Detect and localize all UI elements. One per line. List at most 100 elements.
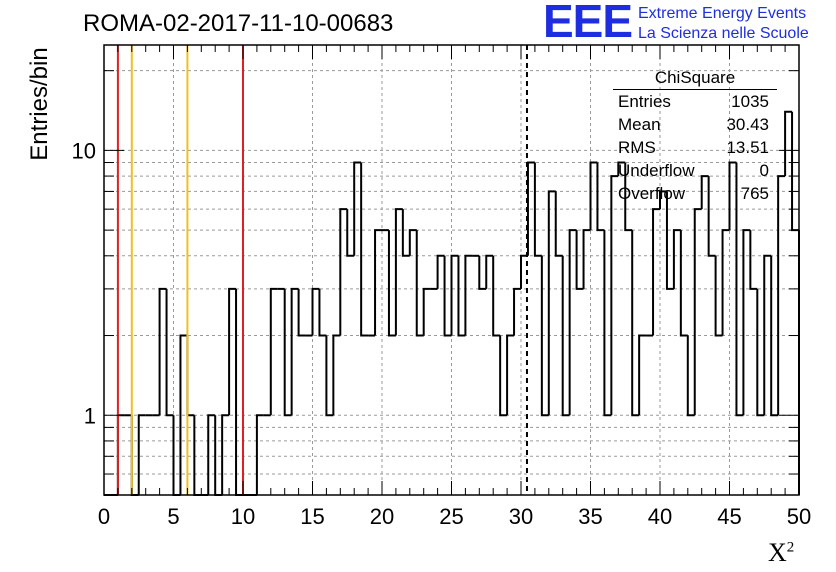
histogram-bin bbox=[652, 208, 660, 336]
stats-title: ChiSquare bbox=[613, 67, 777, 90]
grid-lines bbox=[104, 45, 799, 495]
histogram-bin bbox=[137, 414, 146, 495]
stats-value: 765 bbox=[740, 184, 769, 203]
stats-row-rms: RMS 13.51 bbox=[613, 136, 777, 159]
histogram-bin bbox=[777, 175, 786, 416]
histogram-bin bbox=[617, 161, 626, 177]
histogram-bin bbox=[693, 208, 702, 416]
histogram-bin bbox=[422, 287, 431, 336]
histogram-bin bbox=[443, 255, 452, 337]
stats-box: ChiSquare Entries 1035 Mean 30.43 RMS 13… bbox=[613, 67, 777, 205]
x-axis-label-base: X bbox=[768, 538, 787, 567]
histogram-bin bbox=[659, 190, 667, 210]
histogram-bin bbox=[624, 162, 633, 232]
x-axis-label-superscript: 2 bbox=[786, 539, 795, 556]
histogram-bin bbox=[235, 288, 243, 496]
x-tick-label: 25 bbox=[439, 504, 463, 529]
histogram-bin bbox=[784, 110, 793, 177]
x-tick-label: 40 bbox=[648, 504, 672, 529]
stats-row-entries: Entries 1035 bbox=[613, 90, 777, 113]
x-tick-label: 0 bbox=[98, 504, 110, 529]
x-tick-label: 20 bbox=[370, 504, 394, 529]
histogram-bin bbox=[596, 162, 605, 232]
x-tick-label: 45 bbox=[717, 504, 741, 529]
histogram-bin bbox=[290, 287, 299, 416]
histogram-bin bbox=[485, 254, 494, 289]
histogram-bin bbox=[408, 229, 417, 256]
stats-value: 1035 bbox=[731, 92, 769, 111]
histogram-bin bbox=[582, 229, 591, 289]
histogram-bin bbox=[387, 230, 396, 337]
histogram-bin bbox=[269, 287, 278, 416]
logo-mark: EEE bbox=[543, 0, 633, 47]
histogram-bin bbox=[533, 162, 542, 257]
histogram-bin bbox=[735, 162, 744, 417]
histogram-bin bbox=[158, 287, 167, 416]
tick-labels: 0 5 10 15 20 25 30 35 40 45 50 1 10 bbox=[72, 138, 812, 529]
histogram-bin bbox=[700, 175, 709, 210]
histogram-bin bbox=[297, 288, 306, 337]
histogram-bin bbox=[728, 161, 737, 231]
histogram-bin bbox=[457, 255, 466, 337]
histogram-bin bbox=[547, 190, 556, 416]
logo-line-2: La Scienza nelle Scuole bbox=[638, 25, 809, 42]
histogram-bin bbox=[638, 334, 647, 416]
stats-key: Entries bbox=[618, 92, 671, 111]
histogram-bin bbox=[360, 162, 369, 337]
stats-value: 30.43 bbox=[726, 115, 769, 134]
histogram-bin bbox=[283, 288, 292, 417]
histogram-bin bbox=[179, 334, 188, 495]
y-axis-label: Entries/bin bbox=[26, 47, 53, 161]
histogram-bin bbox=[554, 191, 563, 257]
stats-row-underflow: Underflow 0 bbox=[613, 159, 777, 182]
y-tick-label: 1 bbox=[84, 403, 96, 428]
stats-key: Underflow bbox=[618, 161, 695, 180]
histogram-bin bbox=[568, 229, 577, 416]
histogram-bin bbox=[464, 254, 473, 336]
logo-line-1: Extreme Energy Events bbox=[638, 5, 807, 22]
eee-logo: EEE Extreme Energy Events La Scienza nel… bbox=[543, 0, 833, 47]
histogram-bin bbox=[610, 175, 619, 416]
x-tick-label: 15 bbox=[300, 504, 324, 529]
stats-key: RMS bbox=[618, 138, 656, 157]
stats-value: 13.51 bbox=[726, 138, 769, 157]
run-title: ROMA-02-2017-11-10-00683 bbox=[83, 10, 394, 37]
histogram-bin bbox=[207, 414, 216, 495]
histogram-bin bbox=[478, 255, 487, 290]
histogram-bin bbox=[346, 209, 355, 257]
x-tick-label: 50 bbox=[787, 504, 811, 529]
histogram-bin bbox=[415, 230, 424, 337]
histogram-bin bbox=[492, 255, 501, 337]
histogram-bin bbox=[311, 287, 320, 336]
x-axis-label: X2 bbox=[768, 538, 794, 568]
stats-row-mean: Mean 30.43 bbox=[613, 113, 777, 136]
histogram-bin bbox=[631, 230, 640, 417]
histogram-bin bbox=[228, 287, 237, 416]
histogram-bin bbox=[520, 254, 528, 289]
x-tick-label: 35 bbox=[578, 504, 602, 529]
axes bbox=[103, 44, 800, 496]
histogram-bin bbox=[561, 255, 570, 417]
marker-lines bbox=[116, 45, 528, 495]
histogram-bin bbox=[721, 229, 730, 336]
histogram-bin bbox=[332, 334, 341, 416]
histogram-bin bbox=[221, 414, 230, 495]
stats-row-overflow: Overflow 765 bbox=[613, 182, 777, 205]
histogram-bin bbox=[394, 208, 403, 336]
histogram-bin bbox=[339, 208, 348, 336]
histogram-bin bbox=[353, 161, 362, 256]
stats-value: 0 bbox=[759, 161, 769, 180]
stats-key: Overflow bbox=[618, 184, 686, 203]
histogram-bin bbox=[255, 414, 264, 495]
x-tick-label: 5 bbox=[167, 504, 179, 529]
histogram-bin bbox=[513, 287, 521, 336]
x-tick-label: 30 bbox=[509, 504, 533, 529]
histogram-bin bbox=[318, 288, 327, 337]
histogram-bin bbox=[401, 209, 410, 257]
histogram-bin bbox=[665, 191, 674, 290]
histogram-bin bbox=[499, 335, 508, 417]
histogram-bin bbox=[791, 111, 799, 232]
histogram-bin bbox=[186, 335, 195, 417]
histogram-bin bbox=[763, 254, 772, 416]
